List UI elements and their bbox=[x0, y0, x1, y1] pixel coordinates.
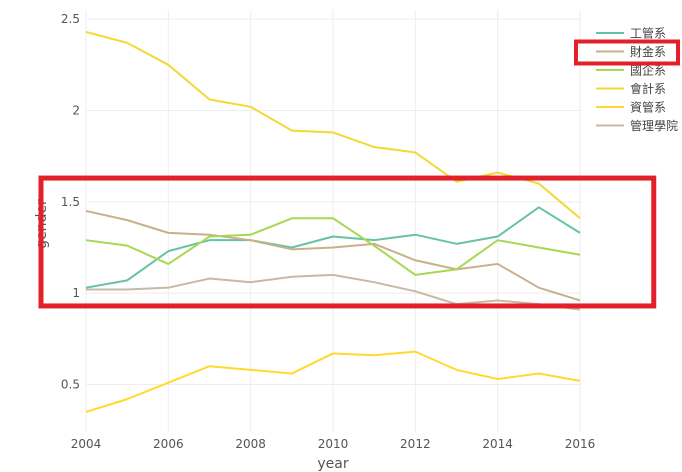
plot-highlight-box bbox=[38, 175, 657, 309]
legend-label: 會計系 bbox=[630, 81, 666, 96]
series-line bbox=[85, 350, 581, 413]
legend-label: 工管系 bbox=[630, 26, 666, 41]
y-tick-label: 1 bbox=[72, 286, 80, 300]
x-tick-label: 2012 bbox=[400, 437, 431, 451]
x-axis-title: year bbox=[317, 456, 348, 472]
y-tick-label: 2.5 bbox=[61, 12, 80, 26]
x-tick-label: 2004 bbox=[71, 437, 102, 451]
y-tick-label: 2 bbox=[72, 103, 80, 117]
x-tick-label: 2014 bbox=[482, 437, 513, 451]
series-layer bbox=[85, 30, 581, 413]
legend-label: 管理學院 bbox=[630, 118, 678, 133]
series-line bbox=[85, 206, 581, 289]
x-tick-label: 2016 bbox=[565, 437, 596, 451]
legend-label: 國企系 bbox=[630, 63, 666, 78]
y-tick-label: 1.5 bbox=[61, 195, 80, 209]
y-tick-label: 0.5 bbox=[61, 378, 80, 392]
legend-label: 資管系 bbox=[630, 100, 666, 115]
x-gridlines bbox=[85, 10, 581, 432]
series-line bbox=[85, 30, 581, 220]
x-tick-label: 2006 bbox=[153, 437, 184, 451]
legend-label: 財金系 bbox=[630, 44, 666, 59]
series-line bbox=[86, 273, 581, 311]
x-tick-label: 2008 bbox=[235, 437, 266, 451]
series-line bbox=[85, 217, 581, 276]
y-tick-labels: 0.5 1 1.5 2 2.5 bbox=[61, 12, 80, 391]
legend-highlight-box bbox=[574, 39, 680, 66]
series-line bbox=[85, 209, 581, 302]
x-tick-label: 2010 bbox=[318, 437, 349, 451]
x-tick-labels: 2004 2006 2008 2010 2012 2014 2016 bbox=[71, 437, 596, 451]
